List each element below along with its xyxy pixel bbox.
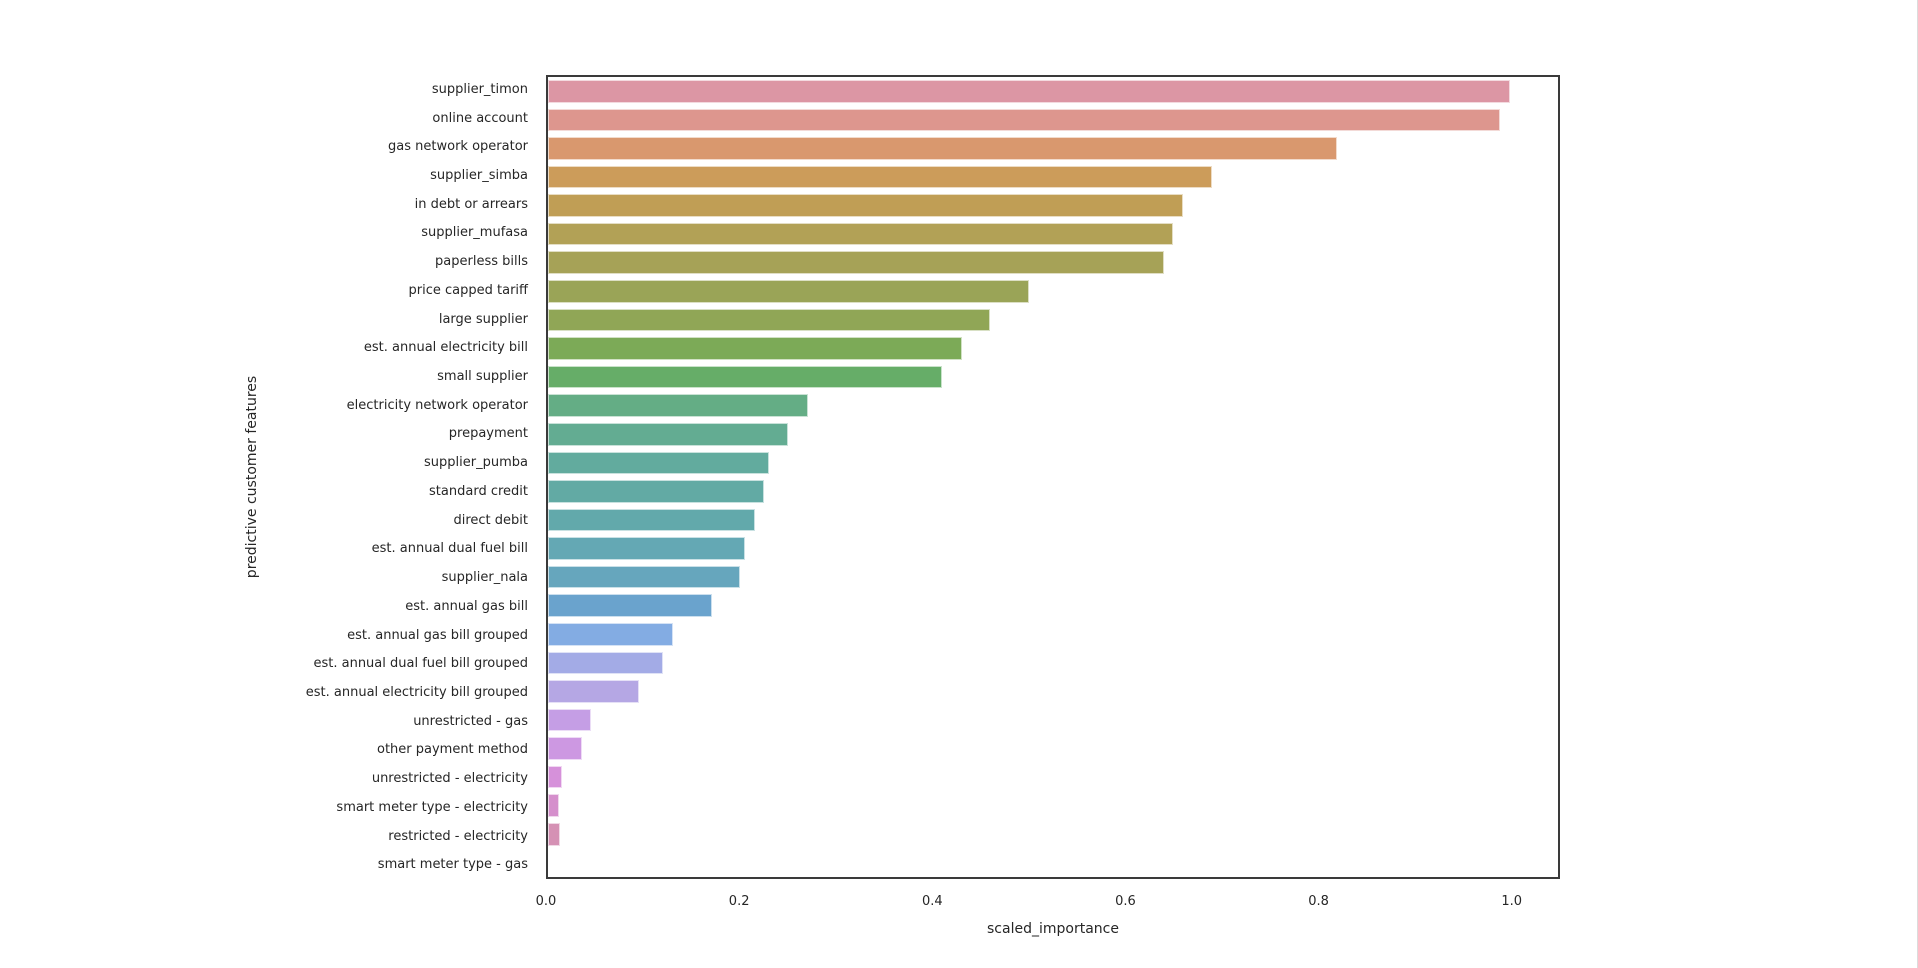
bar-row xyxy=(548,420,1558,449)
bar-electricity-network-operator xyxy=(548,394,808,417)
ytick-label: supplier_pumba xyxy=(424,455,528,471)
bar-est.-annual-dual-fuel-bill-grouped xyxy=(548,651,664,675)
xtick-labels: 0.0 0.2 0.4 0.6 0.8 1.0 xyxy=(536,894,1560,912)
bar-row xyxy=(548,763,1558,792)
bar-direct-debit xyxy=(548,508,755,532)
bar-est.-annual-gas-bill-grouped xyxy=(548,622,674,646)
ytick-label: est. annual dual fuel bill xyxy=(371,541,528,557)
bar-row xyxy=(548,563,1558,592)
bar-est.-annual-gas-bill xyxy=(548,594,712,617)
bar-paperless-bills xyxy=(548,251,1164,275)
bar-row xyxy=(548,791,1558,820)
bar-supplier_mufasa xyxy=(548,222,1174,246)
xtick-label: 0.6 xyxy=(1115,894,1136,909)
ytick-label: prepayment xyxy=(448,426,528,442)
bar-price-capped-tariff xyxy=(548,280,1029,303)
ytick-label: gas network operator xyxy=(388,139,528,155)
bar-est.-annual-electricity-bill xyxy=(548,337,962,360)
bar-row xyxy=(548,820,1558,849)
bar-row xyxy=(548,449,1558,478)
bar-row xyxy=(548,849,1558,878)
bar-prepayment xyxy=(548,422,789,446)
ytick-label: est. annual electricity bill xyxy=(363,340,528,356)
ytick-label: restricted - electricity xyxy=(388,828,528,844)
bar-row xyxy=(548,734,1558,763)
bar-gas-network-operator xyxy=(548,137,1337,160)
bar-large-supplier xyxy=(548,308,991,332)
bar-est.-annual-dual-fuel-bill xyxy=(548,537,746,560)
bar-supplier_simba xyxy=(548,165,1212,189)
ytick-label: direct debit xyxy=(453,512,528,528)
bar-row xyxy=(548,363,1558,392)
ytick-label: supplier_mufasa xyxy=(421,225,528,241)
xtick-label: 0.8 xyxy=(1308,894,1329,909)
bar-row xyxy=(548,620,1558,649)
bar-supplier_timon xyxy=(548,80,1510,103)
bar-row xyxy=(548,706,1558,735)
ytick-label: est. annual gas bill grouped xyxy=(347,627,528,643)
bar-row xyxy=(548,649,1558,678)
bars-area xyxy=(548,77,1558,877)
ytick-label: other payment method xyxy=(376,742,528,758)
ytick-label: in debt or arrears xyxy=(414,196,528,212)
bar-row xyxy=(548,534,1558,563)
bar-row xyxy=(548,77,1558,106)
bar-online-account xyxy=(548,108,1501,132)
bar-small-supplier xyxy=(548,365,943,389)
bar-restricted---electricity xyxy=(548,823,560,846)
ytick-label: price capped tariff xyxy=(408,282,528,298)
x-axis-label: scaled_importance xyxy=(987,921,1119,937)
bar-row xyxy=(548,277,1558,306)
bar-row xyxy=(548,677,1558,706)
xtick-label: 0.0 xyxy=(535,894,557,909)
ytick-label: smart meter type - gas xyxy=(377,857,528,873)
bar-row xyxy=(548,306,1558,335)
bar-row xyxy=(548,248,1558,277)
bar-row xyxy=(548,220,1558,249)
xtick-label: 0.2 xyxy=(728,894,750,909)
ytick-label: supplier_timon xyxy=(431,81,528,97)
ytick-label: electricity network operator xyxy=(346,397,528,413)
ytick-label: small supplier xyxy=(437,369,528,385)
xtick-label: 1.0 xyxy=(1501,894,1523,909)
bar-row xyxy=(548,391,1558,420)
ytick-label: supplier_simba xyxy=(430,168,528,184)
bar-standard-credit xyxy=(548,480,765,503)
bar-supplier_nala xyxy=(548,565,741,589)
ytick-label: unrestricted - gas xyxy=(413,713,528,729)
ytick-label: est. annual electricity bill grouped xyxy=(305,684,528,700)
ytick-label: est. annual dual fuel bill grouped xyxy=(313,656,528,672)
ytick-label: smart meter type - electricity xyxy=(336,799,528,815)
bar-in-debt-or-arrears xyxy=(548,194,1183,217)
plot-area xyxy=(546,75,1560,879)
bar-est.-annual-electricity-bill-grouped xyxy=(548,680,640,703)
ytick-label: online account xyxy=(432,110,528,126)
bar-row xyxy=(548,506,1558,535)
ytick-label: large supplier xyxy=(438,311,528,327)
bar-row xyxy=(548,106,1558,135)
bar-unrestricted---electricity xyxy=(548,765,563,789)
bar-row xyxy=(548,134,1558,163)
ytick-label: unrestricted - electricity xyxy=(371,771,528,787)
bar-smart-meter-type---electricity xyxy=(548,794,559,818)
bar-row xyxy=(548,477,1558,506)
bar-unrestricted---gas xyxy=(548,708,592,732)
ytick-label: paperless bills xyxy=(435,254,528,270)
bar-row xyxy=(548,191,1558,220)
ytick-label: est. annual gas bill xyxy=(405,598,528,614)
ytick-label: supplier_nala xyxy=(441,570,528,586)
ytick-label: standard credit xyxy=(429,483,528,499)
bar-row xyxy=(548,334,1558,363)
xtick-label: 0.4 xyxy=(921,894,943,909)
bar-row xyxy=(548,591,1558,620)
bar-supplier_pumba xyxy=(548,451,770,475)
bar-other-payment-method xyxy=(548,737,582,760)
bar-row xyxy=(548,163,1558,192)
